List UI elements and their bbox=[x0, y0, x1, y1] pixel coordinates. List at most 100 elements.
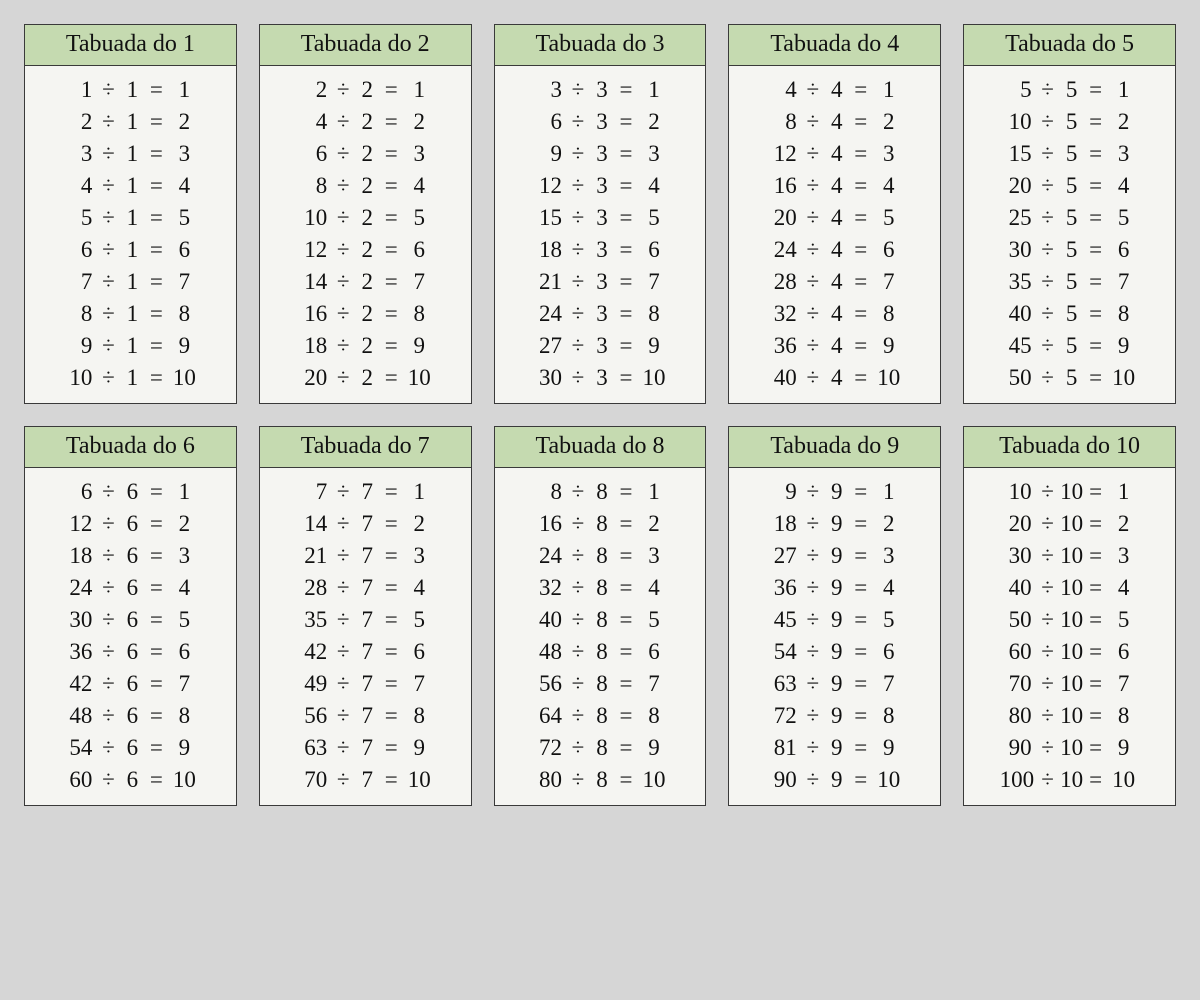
dividend: 30 bbox=[1000, 544, 1036, 567]
divisor: 1 bbox=[120, 206, 144, 229]
dividend: 36 bbox=[60, 640, 96, 663]
equals-sign: = bbox=[1084, 334, 1108, 357]
divisor: 3 bbox=[590, 110, 614, 133]
quotient: 10 bbox=[873, 366, 905, 389]
equals-sign: = bbox=[379, 608, 403, 631]
quotient: 3 bbox=[168, 142, 200, 165]
equals-sign: = bbox=[849, 206, 873, 229]
equals-sign: = bbox=[1084, 640, 1108, 663]
division-row: 12÷3=4 bbox=[509, 174, 692, 197]
division-row: 40÷10=4 bbox=[978, 576, 1161, 599]
divisor: 4 bbox=[825, 78, 849, 101]
dividend: 54 bbox=[765, 640, 801, 663]
operator: ÷ bbox=[331, 142, 355, 165]
divisor: 2 bbox=[355, 174, 379, 197]
equals-sign: = bbox=[379, 238, 403, 261]
quotient: 5 bbox=[1108, 608, 1140, 631]
operator: ÷ bbox=[1036, 544, 1060, 567]
divisor: 7 bbox=[355, 544, 379, 567]
divisor: 10 bbox=[1060, 672, 1084, 695]
dividend: 18 bbox=[765, 512, 801, 535]
divisor: 8 bbox=[590, 608, 614, 631]
operator: ÷ bbox=[801, 672, 825, 695]
dividend: 12 bbox=[765, 142, 801, 165]
quotient: 2 bbox=[168, 110, 200, 133]
dividend: 28 bbox=[295, 576, 331, 599]
dividend: 12 bbox=[60, 512, 96, 535]
equals-sign: = bbox=[849, 672, 873, 695]
divisor: 10 bbox=[1060, 640, 1084, 663]
division-row: 36÷6=6 bbox=[39, 640, 222, 663]
division-row: 8÷1=8 bbox=[39, 302, 222, 325]
divisor: 8 bbox=[590, 480, 614, 503]
quotient: 7 bbox=[873, 270, 905, 293]
dividend: 35 bbox=[1000, 270, 1036, 293]
divisor: 9 bbox=[825, 672, 849, 695]
quotient: 7 bbox=[403, 270, 435, 293]
dividend: 56 bbox=[530, 672, 566, 695]
equals-sign: = bbox=[1084, 270, 1108, 293]
operator: ÷ bbox=[566, 512, 590, 535]
equals-sign: = bbox=[144, 238, 168, 261]
dividend: 42 bbox=[295, 640, 331, 663]
divisor: 3 bbox=[590, 334, 614, 357]
divisor: 4 bbox=[825, 110, 849, 133]
equals-sign: = bbox=[849, 640, 873, 663]
divisor: 3 bbox=[590, 174, 614, 197]
division-row: 8÷8=1 bbox=[509, 480, 692, 503]
operator: ÷ bbox=[96, 768, 120, 791]
division-row: 64÷8=8 bbox=[509, 704, 692, 727]
quotient: 5 bbox=[873, 608, 905, 631]
divisor: 2 bbox=[355, 142, 379, 165]
dividend: 12 bbox=[295, 238, 331, 261]
divisor: 10 bbox=[1060, 576, 1084, 599]
equals-sign: = bbox=[849, 270, 873, 293]
operator: ÷ bbox=[96, 110, 120, 133]
dividend: 90 bbox=[1000, 736, 1036, 759]
quotient: 5 bbox=[638, 608, 670, 631]
dividend: 100 bbox=[1000, 768, 1036, 791]
equals-sign: = bbox=[1084, 174, 1108, 197]
equals-sign: = bbox=[849, 544, 873, 567]
dividend: 10 bbox=[295, 206, 331, 229]
division-row: 56÷7=8 bbox=[274, 704, 457, 727]
quotient: 9 bbox=[1108, 334, 1140, 357]
division-row: 21÷3=7 bbox=[509, 270, 692, 293]
division-row: 27÷3=9 bbox=[509, 334, 692, 357]
quotient: 1 bbox=[638, 78, 670, 101]
quotient: 9 bbox=[873, 736, 905, 759]
divisor: 8 bbox=[590, 512, 614, 535]
divisor: 8 bbox=[590, 640, 614, 663]
divisor: 7 bbox=[355, 736, 379, 759]
divisor: 6 bbox=[120, 768, 144, 791]
dividend: 20 bbox=[1000, 512, 1036, 535]
operator: ÷ bbox=[566, 302, 590, 325]
equals-sign: = bbox=[614, 480, 638, 503]
equals-sign: = bbox=[144, 512, 168, 535]
quotient: 9 bbox=[638, 736, 670, 759]
quotient: 6 bbox=[1108, 238, 1140, 261]
operator: ÷ bbox=[96, 608, 120, 631]
dividend: 18 bbox=[60, 544, 96, 567]
operator: ÷ bbox=[96, 512, 120, 535]
division-row: 50÷5=10 bbox=[978, 366, 1161, 389]
divisor: 7 bbox=[355, 608, 379, 631]
operator: ÷ bbox=[331, 480, 355, 503]
quotient: 2 bbox=[873, 512, 905, 535]
quotient: 2 bbox=[403, 110, 435, 133]
quotient: 2 bbox=[168, 512, 200, 535]
quotient: 2 bbox=[1108, 512, 1140, 535]
dividend: 24 bbox=[765, 238, 801, 261]
equals-sign: = bbox=[849, 334, 873, 357]
operator: ÷ bbox=[801, 576, 825, 599]
quotient: 9 bbox=[873, 334, 905, 357]
division-row: 72÷8=9 bbox=[509, 736, 692, 759]
quotient: 8 bbox=[638, 302, 670, 325]
operator: ÷ bbox=[566, 78, 590, 101]
quotient: 1 bbox=[873, 480, 905, 503]
equals-sign: = bbox=[849, 704, 873, 727]
operator: ÷ bbox=[801, 206, 825, 229]
dividend: 20 bbox=[295, 366, 331, 389]
card-title: Tabuada do 10 bbox=[964, 427, 1175, 468]
divisor: 10 bbox=[1060, 512, 1084, 535]
